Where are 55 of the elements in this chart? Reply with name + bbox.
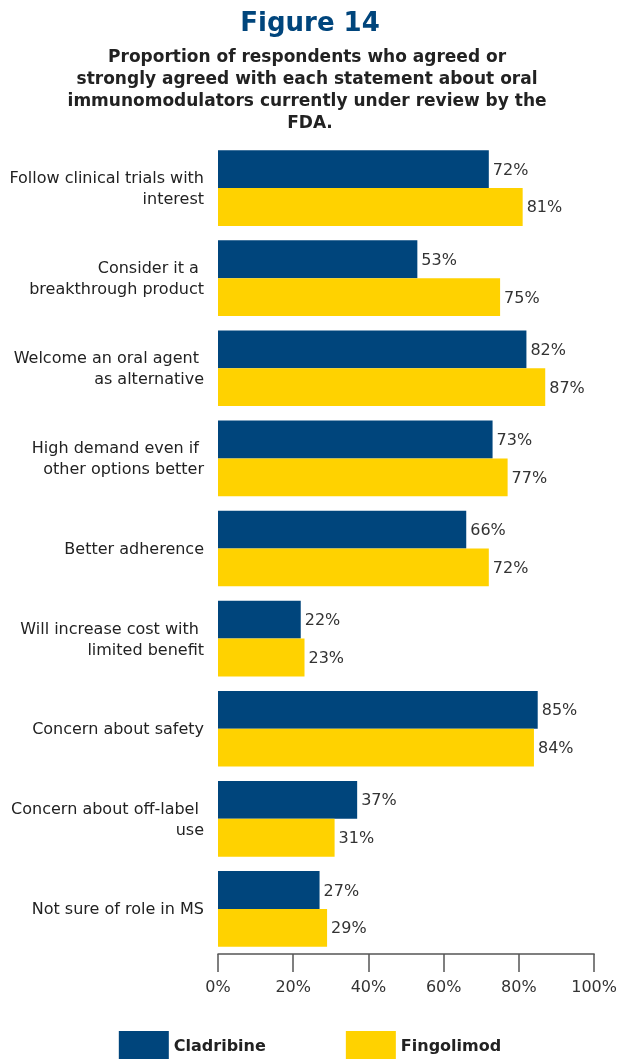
y-tick-label: Will increase cost with limited benefit [20,618,204,659]
data-label: 73% [496,429,533,449]
legend-label: Fingolimod [400,1035,502,1055]
y-tick-label: Concern about safety [32,719,204,739]
bar [218,908,328,947]
chart-subtitle: Proportion of respondents who agreed or strongly agreed with each statement about oral immunomodulators currently under review by the FDA. [67,46,553,132]
y-tick-label: Better adherence [64,539,204,558]
x-tick-label: 60% [425,976,462,996]
bar [218,728,534,767]
data-label: 27% [323,880,360,900]
bar [218,278,501,317]
bar [218,780,358,819]
data-label: 82% [530,339,566,359]
x-tick-label: 80% [501,976,537,996]
data-label: 31% [338,828,375,848]
data-label: 22% [304,610,341,630]
data-label: 53% [421,249,457,269]
bar [218,510,467,549]
x-tick-label: 20% [275,976,312,996]
x-tick-label: 0% [205,976,231,996]
y-tick-label: High demand even if other options better [31,438,205,479]
y-tick-label: Not sure of role in MS [31,899,204,919]
y-tick-label: Follow clinical trials with interest [9,168,204,209]
data-label: 77% [511,467,548,487]
data-label: 75% [504,287,540,307]
bar [218,150,489,189]
bar [218,458,508,497]
legend-label: Cladribine [173,1035,266,1055]
data-label: 66% [470,520,506,540]
y-tick-label: Welcome an oral agent as alternative [13,348,204,389]
bar [218,638,305,677]
bar [218,548,489,587]
x-tick-label: 100% [571,976,617,996]
data-label: 84% [537,738,574,758]
bar [218,871,320,909]
data-label: 23% [308,648,345,668]
chart-title: Figure 14 [240,7,380,37]
bar [218,818,335,857]
bar [218,188,523,226]
bar [218,690,538,729]
y-tick-label: Concern about off-label use [11,798,204,839]
bar [218,330,527,369]
data-label: 37% [361,790,397,810]
data-label: 85% [541,700,578,720]
bar [218,420,493,459]
data-label: 29% [331,918,367,938]
bar [218,240,418,279]
data-label: 72% [492,557,529,577]
data-label: 81% [526,197,563,217]
y-tick-label: Consider it a breakthrough product [29,258,204,299]
bar [218,600,301,639]
data-label: 72% [492,159,529,179]
x-tick-label: 40% [350,976,387,996]
bar [218,368,546,407]
data-label: 87% [549,377,585,397]
